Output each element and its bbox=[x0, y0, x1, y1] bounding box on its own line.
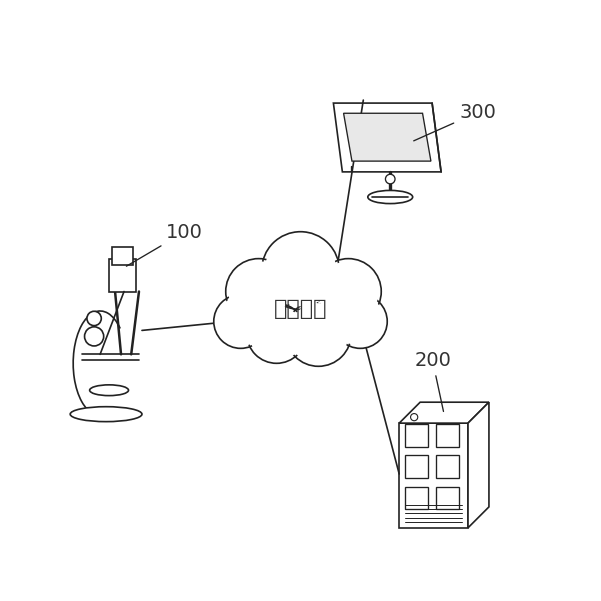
Text: 200: 200 bbox=[414, 352, 451, 412]
Circle shape bbox=[216, 297, 266, 346]
Text: 300: 300 bbox=[413, 103, 496, 141]
Circle shape bbox=[85, 327, 104, 346]
Polygon shape bbox=[399, 402, 489, 423]
FancyBboxPatch shape bbox=[109, 258, 136, 291]
Polygon shape bbox=[468, 402, 489, 528]
Circle shape bbox=[410, 413, 418, 421]
Circle shape bbox=[261, 232, 340, 310]
Circle shape bbox=[316, 258, 381, 325]
Circle shape bbox=[288, 303, 349, 364]
Ellipse shape bbox=[70, 407, 142, 422]
Polygon shape bbox=[334, 103, 441, 172]
Text: 100: 100 bbox=[126, 223, 203, 266]
Circle shape bbox=[249, 306, 304, 361]
Polygon shape bbox=[344, 113, 431, 161]
Circle shape bbox=[264, 235, 337, 307]
Circle shape bbox=[246, 304, 307, 364]
Circle shape bbox=[226, 258, 291, 325]
Circle shape bbox=[335, 297, 385, 346]
Circle shape bbox=[214, 294, 267, 349]
FancyBboxPatch shape bbox=[399, 423, 468, 528]
Circle shape bbox=[318, 261, 379, 322]
Text: 네트워크: 네트워크 bbox=[273, 299, 328, 320]
FancyBboxPatch shape bbox=[112, 246, 133, 264]
Circle shape bbox=[285, 300, 352, 366]
Circle shape bbox=[228, 261, 289, 322]
Ellipse shape bbox=[90, 385, 129, 395]
Circle shape bbox=[334, 294, 387, 349]
Ellipse shape bbox=[368, 191, 413, 204]
Circle shape bbox=[385, 174, 395, 184]
Circle shape bbox=[87, 311, 102, 326]
